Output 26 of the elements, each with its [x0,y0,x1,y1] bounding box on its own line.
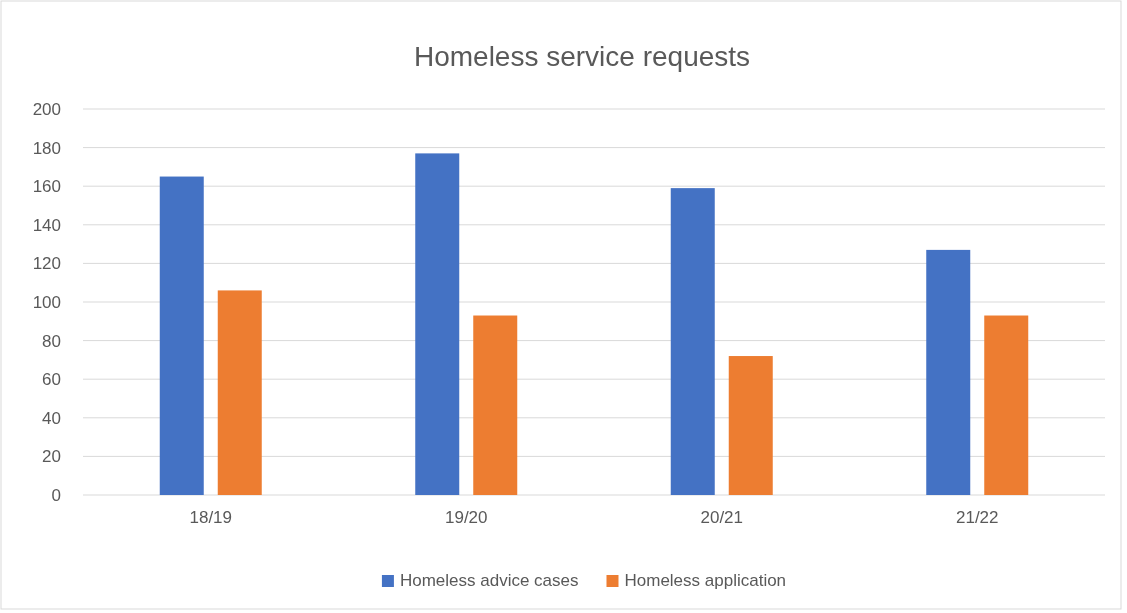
chart-title: Homeless service requests [413,41,751,72]
bar [415,153,460,495]
bar [217,290,262,495]
bar [926,249,971,495]
y-tick-label: 100 [32,292,61,312]
y-tick-label: 60 [42,370,61,390]
y-tick-label: 120 [32,254,61,274]
y-tick-label: 40 [42,408,61,428]
bar [984,315,1029,495]
bar [670,188,715,495]
bar [728,356,773,495]
x-tick-label: 18/19 [189,508,233,528]
x-tick-label: 21/22 [955,508,999,528]
y-tick-label: 0 [51,485,61,505]
y-tick-label: 160 [32,177,61,197]
y-tick-label: 80 [42,331,61,351]
y-tick-label: 200 [32,99,61,119]
x-tick-label: 19/20 [444,508,488,528]
bar [159,176,204,495]
bar [473,315,518,495]
y-tick-label: 140 [32,215,61,235]
legend-label: Homeless advice cases [399,571,579,590]
y-tick-label: 20 [42,447,61,467]
y-tick-label: 180 [32,138,61,158]
legend-label: Homeless application [624,571,787,590]
x-tick-label: 20/21 [700,508,744,528]
